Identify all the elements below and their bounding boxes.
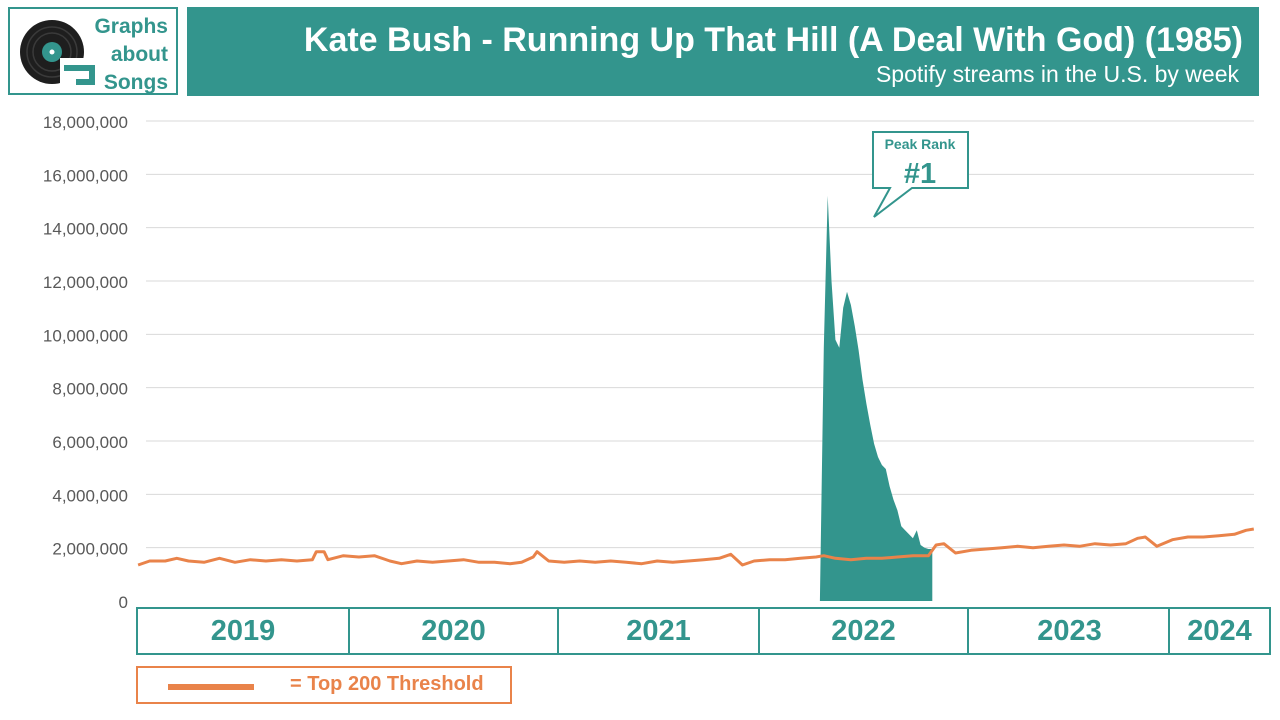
y-tick-label: 14,000,000 xyxy=(43,220,128,239)
y-tick-label: 8,000,000 xyxy=(52,380,128,399)
year-label-2020: 2020 xyxy=(348,607,559,655)
peak-callout-bubble xyxy=(872,131,969,218)
y-tick-label: 18,000,000 xyxy=(43,113,128,132)
y-tick-label: 2,000,000 xyxy=(52,540,128,559)
song-streams-area-fill xyxy=(819,195,933,601)
logo-line: about xyxy=(110,43,168,66)
y-tick-label: 12,000,000 xyxy=(43,273,128,292)
peak-callout-value: #1 xyxy=(904,158,936,190)
chart-title: Kate Bush - Running Up That Hill (A Deal… xyxy=(303,21,1243,59)
threshold-line-series xyxy=(137,527,1255,567)
logo-text: Graphs about Songs xyxy=(94,13,168,97)
threshold-line xyxy=(137,527,1255,567)
peak-callout-label: Peak Rank xyxy=(885,136,956,152)
gridlines xyxy=(146,120,1254,549)
title-band: Kate Bush - Running Up That Hill (A Deal… xyxy=(187,7,1259,96)
legend-label: = Top 200 Threshold xyxy=(290,673,484,695)
logo-line: Songs xyxy=(103,71,168,94)
year-label-2019: 2019 xyxy=(136,607,350,655)
legend-line-swatch xyxy=(168,684,254,690)
year-label-2021: 2021 xyxy=(557,607,760,655)
chart-subtitle: Spotify streams in the U.S. by week xyxy=(875,61,1239,87)
song-streams-area xyxy=(819,195,933,601)
vinyl-record-icon xyxy=(20,20,95,88)
logo-line: Graphs xyxy=(94,15,168,38)
year-label-2022: 2022 xyxy=(758,607,969,655)
legend: = Top 200 Threshold xyxy=(136,666,512,704)
year-label-2023: 2023 xyxy=(967,607,1172,655)
y-axis-tick-labels: 0 2,000,000 4,000,000 6,000,000 8,000,000 10,… xyxy=(43,113,128,612)
y-tick-label: 6,000,000 xyxy=(52,433,128,452)
year-label-2024: 2024 xyxy=(1168,607,1271,655)
logo: Graphs about Songs xyxy=(8,7,178,95)
y-tick-label: 10,000,000 xyxy=(43,326,128,345)
peak-callout: Peak Rank #1 xyxy=(872,131,969,218)
y-tick-label: 0 xyxy=(119,593,128,612)
y-tick-label: 4,000,000 xyxy=(52,486,128,505)
y-tick-label: 16,000,000 xyxy=(43,166,128,185)
